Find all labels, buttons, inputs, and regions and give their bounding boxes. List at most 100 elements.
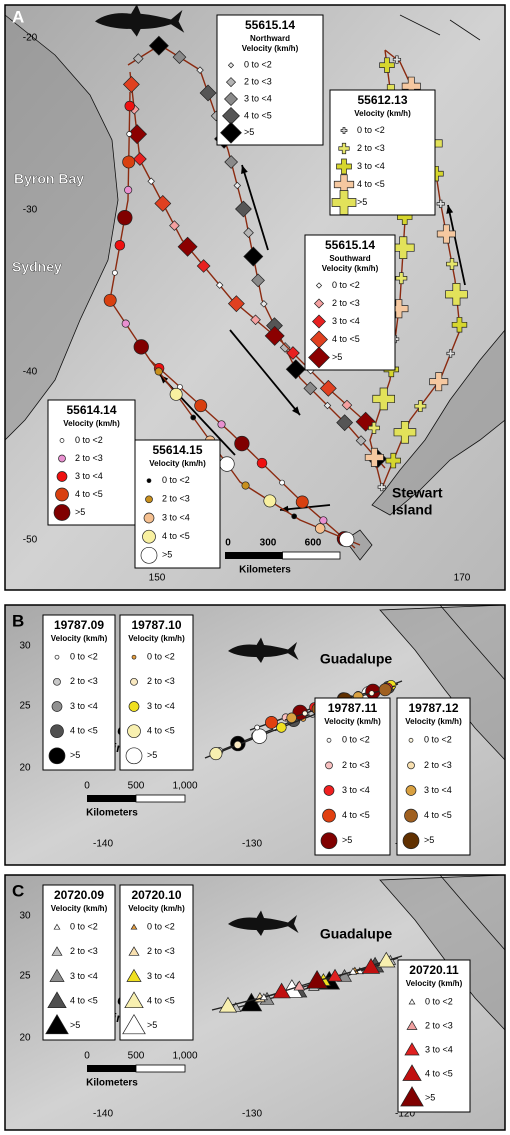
- legend-symbol: [320, 832, 338, 850]
- island: [449, 19, 481, 41]
- track-marker: [196, 259, 211, 273]
- track-marker: [127, 124, 148, 145]
- track-marker: [385, 452, 401, 469]
- panel-label: B: [12, 611, 24, 630]
- legend-symbol: [325, 761, 333, 770]
- legend-item: 0 to <2: [70, 652, 98, 662]
- legend-symbol: [50, 724, 64, 739]
- legend-item: 0 to <2: [425, 996, 453, 1006]
- legend-subtitle: Velocity (km/h): [149, 459, 206, 468]
- place-label: Sydney: [12, 259, 62, 275]
- track-marker: [355, 435, 367, 446]
- place-label: Guadalupe: [320, 651, 393, 667]
- legend-symbol: [122, 1013, 146, 1035]
- legend-symbol: [54, 654, 60, 660]
- legend-item: >5: [70, 1020, 80, 1030]
- scale-tick-label: 0: [84, 781, 90, 792]
- legend-item: 3 to <4: [147, 971, 175, 981]
- track-marker: [133, 152, 147, 166]
- legend-item: >5: [70, 750, 80, 760]
- legend-symbol: [323, 785, 335, 796]
- track-marker: [429, 372, 449, 392]
- legend-item: 2 to <3: [147, 946, 175, 956]
- legend-symbol: [125, 747, 143, 765]
- legend-title: 55614.14: [66, 403, 116, 417]
- coastline: [439, 874, 506, 951]
- legend-symbol: [227, 62, 235, 69]
- legend-subtitle: Velocity (km/h): [354, 109, 411, 118]
- place-label: Guadalupe: [320, 926, 393, 942]
- track-marker: [361, 958, 381, 974]
- direction-arrow: [229, 329, 301, 416]
- latitude-label: -30: [23, 205, 38, 216]
- track-marker: [240, 992, 263, 1012]
- legend-subtitle: Velocity (km/h): [51, 904, 108, 913]
- arrow-head: [292, 406, 300, 415]
- track-marker: [436, 199, 445, 209]
- legend-symbol: [400, 1086, 424, 1107]
- scale-tick-label: 500: [128, 781, 145, 792]
- track-marker: [169, 220, 180, 231]
- legend-symbol: [336, 158, 352, 175]
- direction-arrow: [447, 204, 466, 286]
- track-marker: [148, 35, 169, 56]
- legend-item: 3 to <4: [75, 471, 103, 481]
- longitude-label: -120: [395, 1109, 415, 1120]
- track-marker: [122, 76, 140, 93]
- track-marker: [243, 227, 254, 239]
- legend-symbol: [130, 923, 138, 930]
- arrow-head: [241, 165, 248, 174]
- legend-item: 0 to <2: [147, 652, 175, 662]
- legend-symbol: [402, 832, 420, 850]
- legend-symbol: [326, 737, 332, 743]
- legend-item: 0 to <2: [162, 475, 190, 485]
- track-marker: [251, 728, 268, 744]
- track-marker: [194, 399, 208, 413]
- legend-item: >5: [75, 507, 85, 517]
- legend-symbol: [56, 471, 68, 482]
- legend-symbol: [51, 701, 63, 712]
- legend-subtitle: Velocity (km/h): [322, 264, 379, 273]
- track-marker: [445, 283, 468, 306]
- legend-symbol: [322, 808, 336, 823]
- latitude-label: 30: [19, 641, 31, 652]
- legend-subtitle: Velocity (km/h): [128, 634, 185, 643]
- legend-symbol: [308, 346, 330, 369]
- scale-tick-label: 500: [128, 1051, 145, 1062]
- legend-title: 20720.10: [131, 888, 181, 902]
- track-marker: [227, 295, 245, 313]
- latitude-label: 25: [19, 971, 31, 982]
- legend-item: 4 to <5: [70, 996, 98, 1006]
- track-marker: [265, 716, 278, 729]
- legend-box: [119, 614, 194, 771]
- track-marker: [446, 349, 455, 358]
- legend-item: >5: [357, 197, 367, 207]
- legend-box: [397, 959, 471, 1113]
- track-marker: [209, 747, 223, 761]
- legend-item: >5: [425, 1092, 435, 1102]
- legend-symbol: [313, 298, 325, 309]
- legend-item: 3 to <4: [357, 161, 385, 171]
- legend-subtitle: Velocity (km/h): [63, 419, 120, 428]
- track-marker: [279, 479, 285, 486]
- track-marker: [263, 494, 277, 508]
- legend-item: 0 to <2: [357, 125, 385, 135]
- legend-symbol: [146, 478, 152, 484]
- panel-frame: [4, 604, 506, 866]
- legend-title: 20720.09: [54, 888, 104, 902]
- track-marker: [122, 155, 136, 169]
- legend-item: 2 to <3: [70, 676, 98, 686]
- legend-symbol: [49, 968, 65, 982]
- track-marker: [234, 435, 250, 452]
- track-marker: [392, 55, 402, 64]
- track-marker: [395, 272, 408, 285]
- track-marker: [264, 325, 285, 346]
- legend-item: 0 to <2: [70, 922, 98, 932]
- legend-symbol: [127, 724, 141, 739]
- track-marker: [272, 982, 291, 999]
- legend-symbol: [128, 701, 140, 712]
- legend-title: 19787.11: [328, 701, 378, 715]
- latitude-label: 20: [19, 1033, 31, 1044]
- track-marker: [154, 367, 163, 376]
